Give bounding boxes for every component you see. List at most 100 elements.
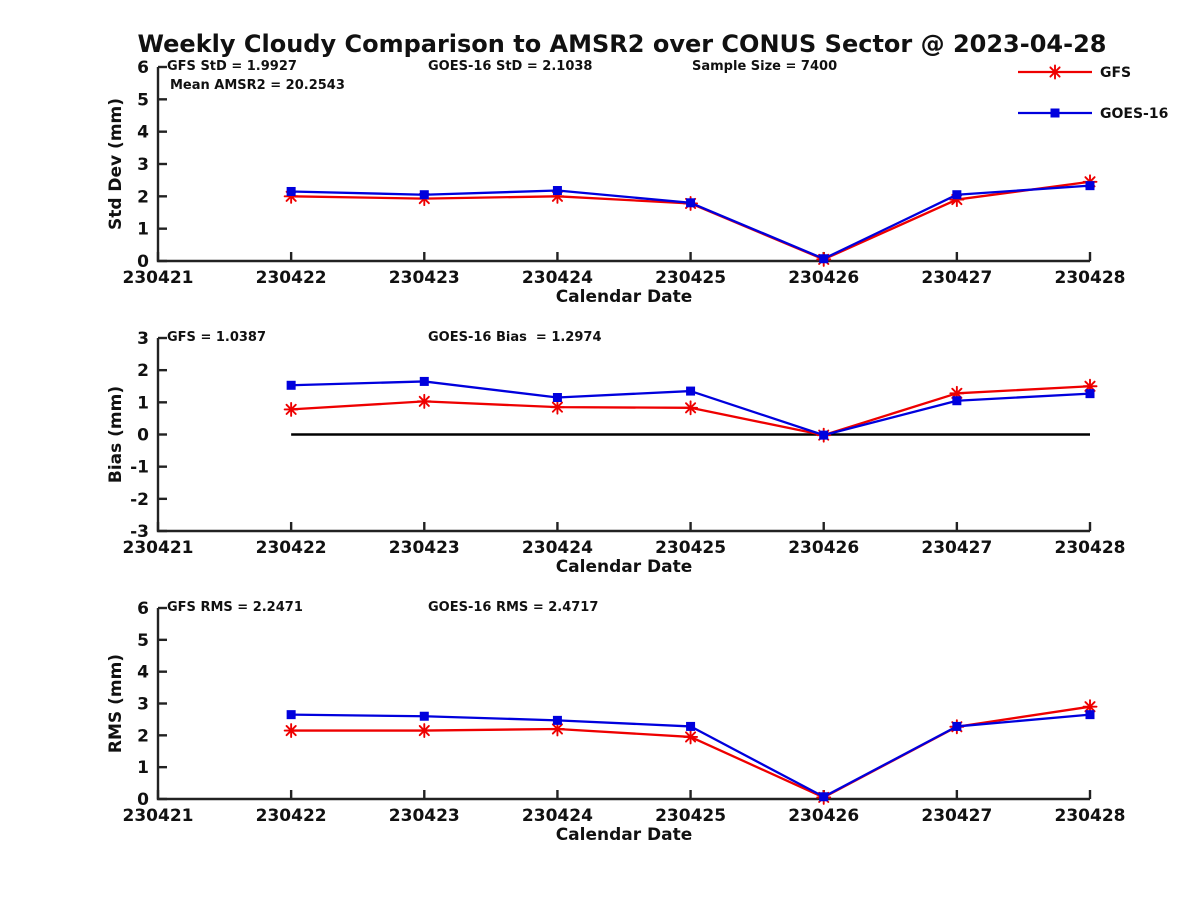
series-goes-16	[286, 710, 1095, 802]
square-marker	[952, 190, 962, 200]
asterisk-marker	[1047, 64, 1063, 80]
x-tick-label: 230421	[123, 806, 194, 826]
legend: GFS GOES-16	[1018, 64, 1168, 122]
legend-label: GFS	[1100, 65, 1131, 81]
subplot-bias: -3 -2 -1 0 1 2 3 230421 230422 230423 230424 230425…	[106, 329, 1125, 577]
square-marker	[819, 254, 829, 264]
axis-frame	[156, 67, 1090, 263]
asterisk-marker	[683, 729, 699, 745]
x-tick-label: 230426	[788, 268, 859, 288]
y-tick-label: 2	[137, 726, 149, 746]
square-marker	[1085, 181, 1095, 191]
x-tick-label: 230427	[921, 268, 992, 288]
y-tick-label: 2	[137, 361, 149, 381]
x-tick-label: 230424	[522, 538, 593, 558]
x-tick-label: 230427	[921, 806, 992, 826]
x-tick-label: 230424	[522, 268, 593, 288]
series-goes-16	[286, 181, 1095, 264]
x-axis: 230421 230422 230423 230424 230425 230426 2304…	[123, 790, 1126, 826]
chart-title: Weekly Cloudy Comparison to AMSR2 over C…	[138, 30, 1107, 58]
y-tick-label: 0	[137, 790, 149, 810]
x-tick-label: 230427	[921, 538, 992, 558]
annotation: GFS = 1.0387	[167, 330, 266, 345]
x-tick-label: 230422	[256, 538, 327, 558]
series-line	[291, 705, 1091, 799]
square-marker	[1085, 389, 1095, 399]
annotation: GOES-16 StD = 2.1038	[428, 59, 592, 74]
y-tick-label: 6	[137, 599, 149, 619]
x-axis-title: Calendar Date	[556, 557, 693, 577]
y-tick-label: 5	[137, 90, 149, 110]
y-tick-label: 3	[137, 695, 149, 715]
annotation: Mean AMSR2 = 20.2543	[170, 78, 345, 93]
y-tick-label: 0	[137, 426, 149, 446]
x-tick-label: 230425	[655, 806, 726, 826]
asterisk-marker	[283, 401, 299, 417]
y-tick-label: -3	[130, 522, 149, 542]
series-goes-16	[286, 376, 1095, 440]
annotation: GFS RMS = 2.2471	[167, 600, 303, 615]
square-marker	[552, 393, 562, 403]
y-tick-label: 3	[137, 155, 149, 175]
legend-label: GOES-16	[1100, 106, 1168, 122]
y-tick-label: 1	[137, 758, 149, 778]
square-marker	[286, 380, 296, 390]
y-axis: 0 1 2 3 4 5 6	[137, 58, 167, 272]
y-tick-label: 4	[137, 663, 149, 683]
y-axis-title: Std Dev (mm)	[106, 98, 126, 230]
y-tick-label: 5	[137, 631, 149, 651]
annotation: GOES-16 Bias = 1.2974	[428, 330, 602, 345]
x-axis: 230421 230422 230423 230424 230425 230426 2304…	[123, 252, 1126, 288]
x-tick-label: 230422	[256, 806, 327, 826]
x-tick-label: 230428	[1055, 268, 1126, 288]
asterisk-marker	[283, 723, 299, 739]
legend-item-gfs: GFS	[1018, 64, 1131, 81]
x-tick-label: 230426	[788, 538, 859, 558]
x-tick-label: 230426	[788, 806, 859, 826]
square-marker	[686, 198, 696, 208]
y-tick-label: 3	[137, 329, 149, 349]
square-marker	[552, 186, 562, 196]
axis-frame	[156, 608, 1090, 801]
square-marker	[419, 190, 429, 200]
annotation: GOES-16 RMS = 2.4717	[428, 600, 598, 615]
y-tick-label: 6	[137, 58, 149, 78]
square-marker	[686, 386, 696, 396]
square-marker	[1085, 710, 1095, 720]
square-marker	[419, 376, 429, 386]
y-tick-label: 0	[137, 252, 149, 272]
x-tick-label: 230424	[522, 806, 593, 826]
square-marker	[286, 710, 296, 720]
square-marker	[419, 711, 429, 721]
square-marker	[819, 430, 829, 440]
square-marker	[686, 721, 696, 731]
asterisk-marker	[683, 400, 699, 416]
x-tick-label: 230428	[1055, 806, 1126, 826]
x-tick-label: 230423	[389, 538, 460, 558]
square-marker	[819, 792, 829, 802]
y-tick-label: 1	[137, 393, 149, 413]
x-tick-label: 230425	[655, 538, 726, 558]
annotation: GFS StD = 1.9927	[167, 59, 297, 74]
square-marker	[1050, 108, 1060, 118]
square-marker	[952, 721, 962, 731]
y-tick-label: 1	[137, 220, 149, 240]
x-tick-label: 230423	[389, 806, 460, 826]
annotation: Sample Size = 7400	[692, 59, 837, 74]
x-axis-title: Calendar Date	[556, 287, 693, 307]
legend-item-goes-16: GOES-16	[1018, 106, 1168, 122]
y-axis: -3 -2 -1 0 1 2 3	[130, 329, 167, 542]
asterisk-marker	[549, 399, 565, 415]
x-tick-label: 230421	[123, 268, 194, 288]
x-tick-label: 230423	[389, 268, 460, 288]
y-axis-title: Bias (mm)	[106, 386, 126, 483]
x-tick-label: 230422	[256, 268, 327, 288]
x-axis: 230421 230422 230423 230424 230425 230426 2304…	[123, 522, 1125, 558]
y-axis-title: RMS (mm)	[106, 654, 126, 753]
asterisk-marker	[416, 723, 432, 739]
